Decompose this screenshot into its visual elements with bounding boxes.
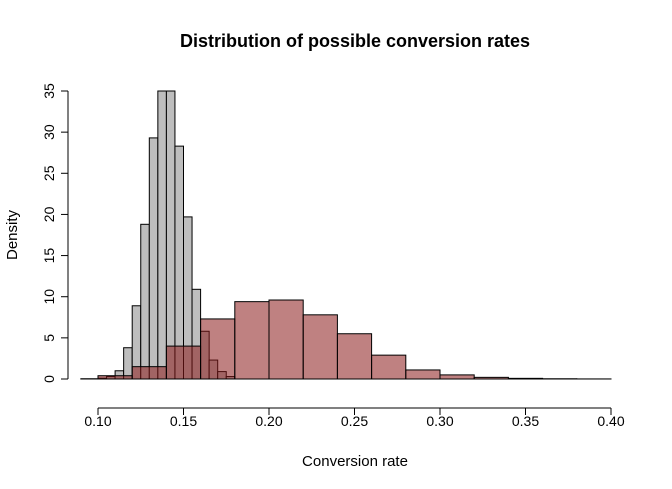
y-tick-label: 30 bbox=[41, 124, 57, 140]
bar-series-0-bin-8 bbox=[157, 90, 167, 380]
y-axis-label: Density bbox=[4, 209, 21, 260]
bar-series-1-bin-7 bbox=[302, 314, 338, 380]
bar-series-1-bin-10 bbox=[405, 369, 441, 380]
y-tick-label: 15 bbox=[41, 248, 57, 264]
chart-title: Distribution of possible conversion rate… bbox=[180, 31, 530, 51]
bar-series-1-bin-12 bbox=[473, 376, 509, 380]
bar-series-1-bin-3 bbox=[165, 345, 202, 380]
bar-series-1-bin-6 bbox=[268, 299, 304, 380]
bar-series-1-bin-5 bbox=[234, 301, 270, 380]
bar-series-1-bin-8 bbox=[336, 333, 373, 380]
bar-series-1-bin-9 bbox=[371, 354, 407, 380]
y-tick-label: 5 bbox=[41, 334, 57, 342]
x-tick-label: 0.10 bbox=[84, 413, 111, 429]
x-tick-label: 0.35 bbox=[512, 413, 539, 429]
x-tick-label: 0.40 bbox=[597, 413, 624, 429]
x-tick-label: 0.20 bbox=[255, 413, 282, 429]
bar-series-0-bin-6 bbox=[140, 223, 150, 380]
x-axis-label: Conversion rate bbox=[302, 453, 408, 470]
bar-series-0-bin-10 bbox=[174, 145, 184, 380]
bar-series-0-bin-9 bbox=[165, 90, 176, 380]
x-axis: 0.10 0.15 0.20 0.25 0.30 0.35 0.40 bbox=[84, 407, 625, 429]
bar-series-1-bin-13 bbox=[507, 377, 544, 380]
y-tick-label: 0 bbox=[41, 375, 57, 383]
y-axis: 0 5 10 15 20 25 30 35 bbox=[41, 83, 69, 383]
x-tick-label: 0.30 bbox=[426, 413, 453, 429]
y-tick-label: 20 bbox=[41, 206, 57, 222]
x-tick-label: 0.15 bbox=[170, 413, 197, 429]
bar-series-1-bin-4 bbox=[200, 318, 236, 380]
y-tick-label: 10 bbox=[41, 289, 57, 305]
bar-series-0-bin-7 bbox=[148, 137, 159, 380]
bar-series-1-bin-1 bbox=[97, 375, 133, 380]
y-tick-label: 25 bbox=[41, 165, 57, 181]
x-tick-label: 0.25 bbox=[341, 413, 368, 429]
y-tick-label: 35 bbox=[41, 83, 57, 99]
series-1 bbox=[80, 299, 612, 380]
bar-series-1-bin-11 bbox=[439, 374, 475, 380]
bar-series-1-bin-2 bbox=[131, 366, 167, 380]
bar-series-0-bin-4 bbox=[123, 347, 133, 380]
series-layer bbox=[80, 90, 612, 380]
